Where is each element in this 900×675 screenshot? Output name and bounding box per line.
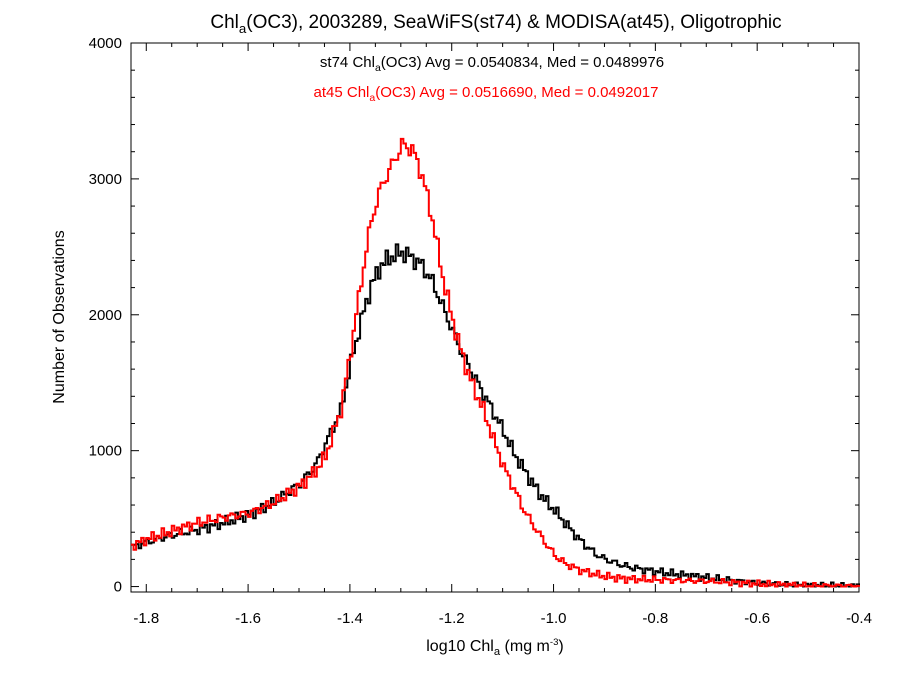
tick-labels: -1.8 -1.6 -1.4 -1.2 -1.0 -0.8 -0.6 -0.4 0 1000 200… (89, 35, 872, 627)
x-tick-label: -1.6 (235, 610, 261, 627)
y-tick-label: 2000 (89, 307, 122, 324)
annotation-at45-subscript: a (369, 92, 375, 104)
x-axis-label-subscript: a (494, 646, 501, 658)
x-tick-label: -1.4 (337, 610, 363, 627)
y-tick-label: 1000 (89, 443, 122, 460)
series-group (131, 137, 860, 588)
chart-title-prefix: Chl (210, 12, 239, 33)
tick-marks (131, 42, 860, 592)
chart-title: Chla(OC3), 2003289, SeaWiFS(st74) & MODI… (210, 12, 781, 36)
annotation-at45-rest: (OC3) Avg = 0.0516690, Med = 0.0492017 (375, 84, 658, 101)
x-tick-label: -0.4 (846, 610, 872, 627)
series-line-st74 (131, 243, 860, 588)
x-tick-label: -1.2 (439, 610, 465, 627)
annotation-st74-prefix: st74 Chl (320, 54, 375, 71)
annotation-st74: st74 Chla(OC3) Avg = 0.0540834, Med = 0.… (320, 54, 664, 74)
annotation-at45-prefix: at45 Chl (314, 84, 370, 101)
x-axis-label-superscript: -3 (550, 637, 559, 648)
chart-title-rest: (OC3), 2003289, SeaWiFS(st74) & MODISA(a… (246, 12, 781, 33)
x-tick-label: -1.0 (541, 610, 567, 627)
annotation-st74-rest: (OC3) Avg = 0.0540834, Med = 0.0489976 (381, 54, 664, 71)
annotation-at45: at45 Chla(OC3) Avg = 0.0516690, Med = 0.… (314, 84, 659, 104)
y-tick-label: 4000 (89, 35, 122, 52)
y-tick-label: 3000 (89, 171, 122, 188)
y-tick-label: 0 (114, 579, 122, 596)
x-axis-label-end: ) (558, 638, 563, 655)
x-tick-label: -1.8 (133, 610, 159, 627)
chart-title-subscript: a (239, 21, 247, 36)
x-axis-label-prefix: log10 Chl (426, 638, 494, 655)
x-axis-label-mid: (mg m (500, 638, 550, 655)
x-axis-label: log10 Chla (mg m-3) (426, 637, 563, 658)
y-axis-label: Number of Observations (51, 230, 68, 403)
series-line-at45 (131, 137, 860, 588)
x-tick-label: -0.8 (642, 610, 668, 627)
annotation-st74-subscript: a (375, 62, 381, 74)
plot-frame (130, 42, 860, 593)
x-tick-label: -0.6 (744, 610, 770, 627)
